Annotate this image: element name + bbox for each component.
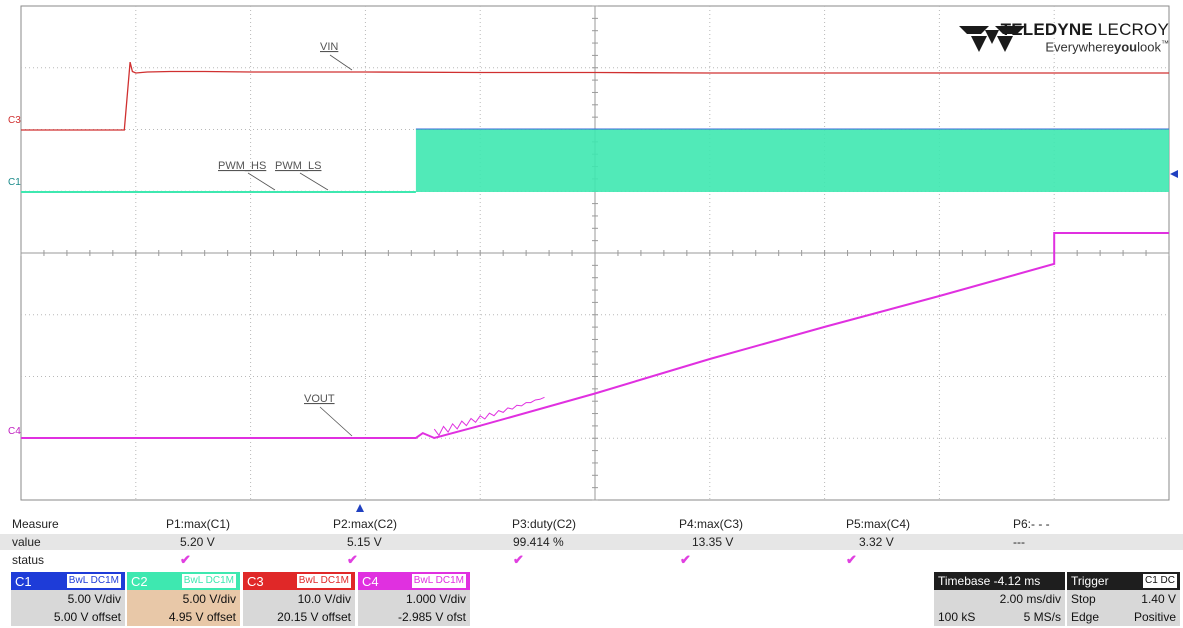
channel-c1-tags: BwL DC1M bbox=[66, 574, 121, 588]
p1-value: 5.20 V bbox=[180, 535, 215, 549]
marker-c1: C1 bbox=[8, 177, 21, 188]
trigger-descriptor[interactable]: Trigger C1 DC Stop 1.40 V Edge Positive bbox=[1067, 572, 1180, 626]
trigger-level-marker-icon bbox=[1170, 170, 1178, 178]
measure-value-row: value 5.20 V 5.15 V 99.414 % 13.35 V 3.3… bbox=[0, 534, 1183, 550]
logo-brand-light: LECROY bbox=[1097, 20, 1169, 39]
logo-tm: ™ bbox=[1161, 39, 1169, 48]
scope-display: VIN PWM_HS PWM_LS VOUT C3 C1 C4 bbox=[8, 5, 1178, 512]
channel-c1-vdiv: 5.00 V/div bbox=[67, 592, 121, 606]
channel-c3-name: C3 bbox=[247, 574, 264, 589]
channel-c1-name: C1 bbox=[15, 574, 32, 589]
channel-c2-header: C2 BwL DC1M bbox=[127, 572, 240, 590]
timebase-div: 2.00 ms/div bbox=[999, 592, 1061, 606]
channel-c4-offset: -2.985 V ofst bbox=[397, 610, 466, 624]
p1-status-check-icon: ✔ bbox=[180, 552, 191, 567]
timebase-body: 2.00 ms/div 100 kS 5 MS/s bbox=[934, 590, 1065, 626]
trigger-header: Trigger C1 DC bbox=[1067, 572, 1180, 590]
lecroy-emblem-icon bbox=[959, 26, 1025, 52]
measure-p1-header[interactable]: P1:max(C1) bbox=[166, 517, 231, 531]
p3-value: 99.414 % bbox=[513, 535, 564, 549]
vin-trace bbox=[21, 61, 1169, 131]
logo-brand: TELEDYNE LECROY bbox=[1001, 20, 1169, 40]
channel-c2-name: C2 bbox=[131, 574, 148, 589]
p4-value: 13.35 V bbox=[692, 535, 734, 549]
measure-p3-header[interactable]: P3:duty(C2) bbox=[512, 517, 577, 531]
logo-tag-pre: Everywhere bbox=[1045, 39, 1115, 55]
channel-c2-vdiv: 5.00 V/div bbox=[182, 592, 236, 606]
pwm-hs-label: PWM_HS bbox=[218, 160, 266, 172]
logo-tagline: Everywhereyoulook™ bbox=[1045, 39, 1169, 54]
p6-value: --- bbox=[1013, 535, 1025, 549]
timebase-value: -4.12 ms bbox=[993, 574, 1041, 588]
trigger-level: 1.40 V bbox=[1141, 592, 1176, 606]
waveform-plot: VIN PWM_HS PWM_LS VOUT C3 C1 C4 bbox=[8, 5, 1178, 512]
trigger-tag: C1 DC bbox=[1142, 574, 1177, 588]
p2-status-check-icon: ✔ bbox=[347, 552, 358, 567]
p3-status-check-icon: ✔ bbox=[513, 552, 524, 567]
logo-tag-post: look bbox=[1137, 39, 1161, 55]
pwm-ls-label: PWM_LS bbox=[275, 160, 321, 172]
channel-c2-offset: 4.95 V offset bbox=[168, 610, 236, 624]
channel-c1-header: C1 BwL DC1M bbox=[11, 572, 125, 590]
logo-brand-bold: TELEDYNE bbox=[1000, 20, 1093, 39]
teledyne-lecroy-logo: TELEDYNE LECROY Everywhereyoulook™ bbox=[959, 20, 1169, 60]
trigger-mode: Stop bbox=[1071, 592, 1096, 606]
measurement-table: Measure P1:max(C1) P2:max(C2) P3:duty(C2… bbox=[0, 514, 1183, 570]
timebase-rate: 5 MS/s bbox=[1023, 610, 1061, 624]
channel-c4-name: C4 bbox=[362, 574, 379, 589]
p4-status-check-icon: ✔ bbox=[680, 552, 691, 567]
measure-p2-header[interactable]: P2:max(C2) bbox=[333, 517, 398, 531]
channel-c4-descriptor[interactable]: C4 BwL DC1M 1.000 V/div -2.985 V ofst bbox=[358, 572, 470, 626]
channel-c4-body: 1.000 V/div -2.985 V ofst bbox=[358, 590, 470, 626]
channel-c2-body: 5.00 V/div 4.95 V offset bbox=[127, 590, 240, 626]
value-label: value bbox=[12, 535, 41, 549]
vout-label-leader bbox=[319, 406, 353, 437]
vin-label-leader bbox=[329, 54, 353, 71]
status-label: status bbox=[12, 553, 45, 567]
channel-c3-descriptor[interactable]: C3 BwL DC1M 10.0 V/div 20.15 V offset bbox=[243, 572, 355, 626]
channel-c3-header: C3 BwL DC1M bbox=[243, 572, 355, 590]
trigger-time-marker-icon bbox=[356, 504, 364, 512]
pwm-switching-band bbox=[415, 129, 1169, 192]
channel-c1-descriptor[interactable]: C1 BwL DC1M 5.00 V/div 5.00 V offset bbox=[11, 572, 125, 626]
measure-p5-header[interactable]: P5:max(C4) bbox=[846, 517, 911, 531]
channel-c1-body: 5.00 V/div 5.00 V offset bbox=[11, 590, 125, 626]
channel-c3-offset: 20.15 V offset bbox=[277, 610, 351, 624]
timebase-label: Timebase bbox=[938, 574, 991, 588]
timebase-samples: 100 kS bbox=[938, 610, 976, 624]
timebase-header: Timebase -4.12 ms bbox=[934, 572, 1065, 590]
p5-status-check-icon: ✔ bbox=[846, 552, 857, 567]
marker-c4: C4 bbox=[8, 426, 21, 437]
p5-value: 3.32 V bbox=[859, 535, 894, 549]
marker-c3: C3 bbox=[8, 115, 21, 126]
channel-c4-vdiv: 1.000 V/div bbox=[405, 592, 466, 606]
measure-status-row: status ✔ ✔ ✔ ✔ ✔ bbox=[0, 552, 1183, 568]
vout-label: VOUT bbox=[304, 393, 335, 405]
trigger-label: Trigger bbox=[1071, 574, 1109, 588]
vout-ripple bbox=[433, 396, 545, 437]
logo-tag-bold: you bbox=[1114, 39, 1138, 55]
channel-c4-tags: BwL DC1M bbox=[411, 574, 466, 588]
measure-header-row: Measure P1:max(C1) P2:max(C2) P3:duty(C2… bbox=[0, 516, 1183, 532]
channel-c3-body: 10.0 V/div 20.15 V offset bbox=[243, 590, 355, 626]
pwm-ls-label-leader bbox=[299, 172, 329, 191]
pwm-hs-label-leader bbox=[247, 172, 276, 191]
trigger-slope: Positive bbox=[1133, 610, 1176, 624]
trigger-type: Edge bbox=[1071, 610, 1100, 624]
measure-header[interactable]: Measure bbox=[12, 517, 59, 531]
channel-c3-vdiv: 10.0 V/div bbox=[297, 592, 351, 606]
timebase-descriptor[interactable]: Timebase -4.12 ms 2.00 ms/div 100 kS 5 M… bbox=[934, 572, 1065, 626]
channel-c3-tags: BwL DC1M bbox=[296, 574, 351, 588]
vin-label: VIN bbox=[320, 41, 338, 53]
measure-p4-header[interactable]: P4:max(C3) bbox=[679, 517, 744, 531]
measure-p6-header[interactable]: P6:- - - bbox=[1013, 517, 1050, 531]
channel-c2-tags: BwL DC1M bbox=[181, 574, 236, 588]
p2-value: 5.15 V bbox=[347, 535, 382, 549]
channel-c4-header: C4 BwL DC1M bbox=[358, 572, 470, 590]
trigger-body: Stop 1.40 V Edge Positive bbox=[1067, 590, 1180, 626]
channel-c1-offset: 5.00 V offset bbox=[53, 610, 121, 624]
vout-trace bbox=[21, 232, 1169, 440]
channel-c2-descriptor[interactable]: C2 BwL DC1M 5.00 V/div 4.95 V offset bbox=[127, 572, 240, 626]
